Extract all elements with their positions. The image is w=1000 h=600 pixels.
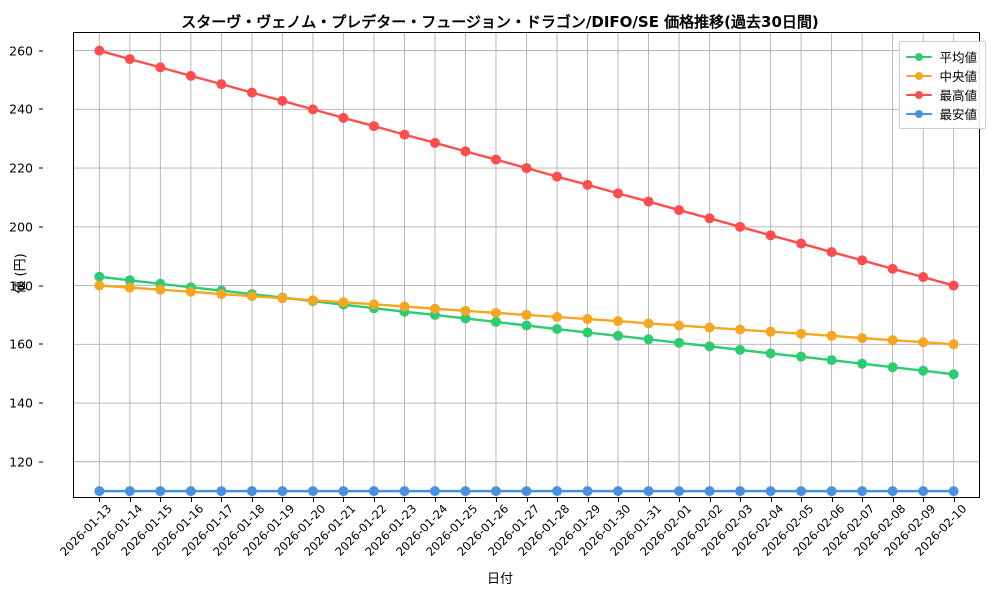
y-tick-label: 220 [9,160,33,176]
x-tick-mark [465,498,467,502]
x-tick-mark [953,498,955,502]
x-tick-mark [831,498,833,502]
x-tick-mark [312,498,314,502]
x-axis-label: 日付 [486,572,513,587]
x-tick-mark [892,498,894,502]
y-tick-mark [39,226,43,228]
x-tick-mark [709,498,711,502]
x-tick-mark [129,498,131,502]
legend-swatch-icon [906,70,933,82]
x-tick-mark [343,498,345,502]
x-tick-mark [282,498,284,502]
legend-swatch-icon [906,89,933,101]
y-tick-mark [39,461,43,463]
x-tick-mark [160,498,162,502]
y-tick-label: 160 [9,336,33,352]
legend-item-1[interactable]: 中央値 [906,66,977,85]
legend-item-2[interactable]: 最高値 [906,85,977,104]
x-tick-mark [923,498,925,502]
x-tick-mark [373,498,375,502]
legend-label: 中央値 [939,69,977,84]
data-series-layer [94,45,959,497]
x-tick-mark [679,498,681,502]
chart-title: スターヴ・ヴェノム・プレデター・フュージョン・ドラゴン/DIFO/SE 価格推移… [181,13,819,31]
y-tick-label: 180 [9,278,33,294]
plot-area [73,32,980,498]
y-tick-mark [39,402,43,404]
y-tick-label: 140 [9,395,33,411]
legend-label: 平均値 [939,50,977,65]
x-tick-mark [221,498,223,502]
chart-legend: 平均値中央値最高値最安値 [899,41,986,129]
x-tick-mark [190,498,192,502]
series-3 [94,486,959,497]
x-axis: 2026-01-13 2026-01-14 2026-01-15 2026-01-16… [58,498,980,598]
y-axis: 値 (円) 120 140 160 180 200 220 240 260 [0,32,73,498]
x-tick-mark [434,498,436,502]
y-tick-label: 120 [9,454,33,470]
x-tick-mark [557,498,558,502]
y-tick-mark [39,108,43,110]
y-axis-label: 値 (円) [13,253,29,294]
x-tick-mark [648,498,650,502]
x-tick-mark [587,498,589,502]
x-tick-mark [99,498,101,502]
series-1 [94,280,959,350]
series-0 [94,271,959,380]
x-tick-mark [740,498,742,502]
y-tick-mark [39,343,43,345]
y-tick-label: 260 [9,43,33,59]
series-2 [94,45,959,291]
legend-item-0[interactable]: 平均値 [906,47,977,66]
y-tick-mark [39,285,43,287]
legend-swatch-icon [906,108,933,120]
x-tick-mark [526,498,528,502]
y-tick-mark [39,50,43,52]
y-tick-label: 200 [9,219,33,235]
y-tick-mark [39,167,43,169]
x-tick-mark [251,498,253,502]
x-tick-mark [495,498,497,502]
x-tick-mark [801,498,803,502]
legend-label: 最安値 [939,107,977,122]
legend-item-3[interactable]: 最安値 [906,104,977,123]
x-tick-mark [770,498,772,502]
grid-lines [74,33,979,497]
x-tick-mark [618,498,620,502]
legend-swatch-icon [906,51,933,63]
legend-label: 最高値 [939,88,977,103]
x-tick-mark [404,498,406,502]
x-tick-mark [862,498,864,502]
y-tick-label: 240 [9,101,33,117]
